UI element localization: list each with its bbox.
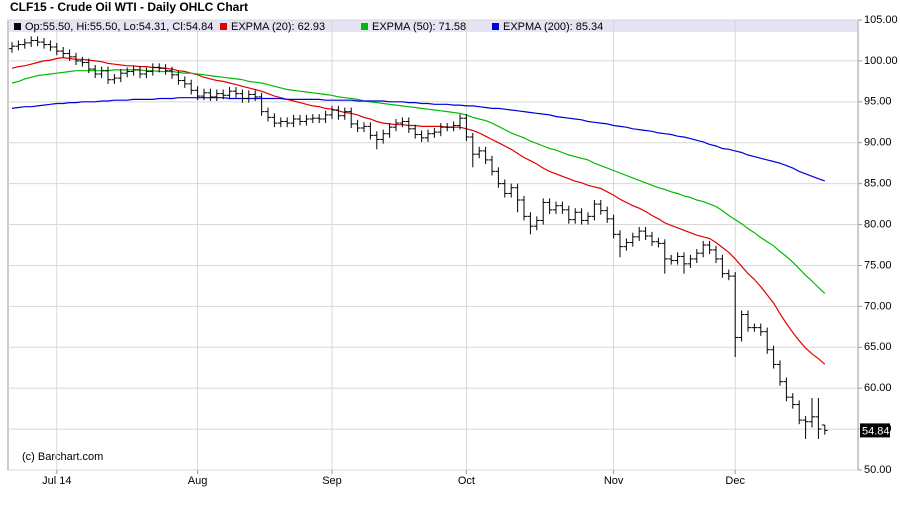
- ema-line: [11, 69, 826, 294]
- y-tick-label: 80.00: [864, 218, 892, 230]
- y-tick-label: 50.00: [864, 464, 892, 476]
- plot-frame: [7, 19, 859, 471]
- credit: (c) Barchart.com: [22, 451, 103, 463]
- ema-line: [11, 56, 826, 365]
- legend: Op:55.50, Hi:55.50, Lo:54.31, Cl:54.84 EX…: [14, 21, 603, 33]
- x-tick-label: Dec: [725, 475, 745, 487]
- marks: 54.84: [9, 36, 890, 439]
- legend-swatch: [220, 23, 227, 30]
- legend-label: EXPMA (50): 71.58: [372, 21, 466, 33]
- last-price-box: [860, 423, 890, 438]
- legend-swatch: [361, 23, 368, 30]
- y-tick-label: 70.00: [864, 300, 892, 312]
- legend-swatch: [492, 23, 499, 30]
- y-tick-label: 75.00: [864, 259, 892, 271]
- legend-label: EXPMA (200): 85.34: [503, 21, 603, 33]
- legend-swatch: [14, 23, 21, 30]
- grid: 50.0055.0060.0065.0070.0075.0080.0085.00…: [8, 14, 898, 487]
- x-tick-label: Sep: [322, 475, 342, 487]
- x-tick-label: Jul 14: [42, 475, 71, 487]
- y-tick-label: 85.00: [864, 178, 892, 190]
- y-tick-label: 60.00: [864, 382, 892, 394]
- y-tick-label: 105.00: [864, 14, 898, 26]
- x-tick-label: Oct: [458, 475, 475, 487]
- chart-title: CLF15 - Crude Oil WTI - Daily OHLC Chart: [10, 0, 248, 14]
- last-price-label: 54.84: [862, 425, 890, 437]
- y-tick-label: 95.00: [864, 96, 892, 108]
- legend-label: EXPMA (20): 62.93: [231, 21, 325, 33]
- y-tick-label: 65.00: [864, 341, 892, 353]
- y-tick-label: 90.00: [864, 137, 892, 149]
- legend-header: Op:55.50, Hi:55.50, Lo:54.31, Cl:54.84: [25, 21, 213, 33]
- x-tick-label: Aug: [188, 475, 208, 487]
- y-tick-label: 100.00: [864, 55, 898, 67]
- ema-line: [11, 97, 825, 182]
- x-tick-label: Nov: [604, 475, 624, 487]
